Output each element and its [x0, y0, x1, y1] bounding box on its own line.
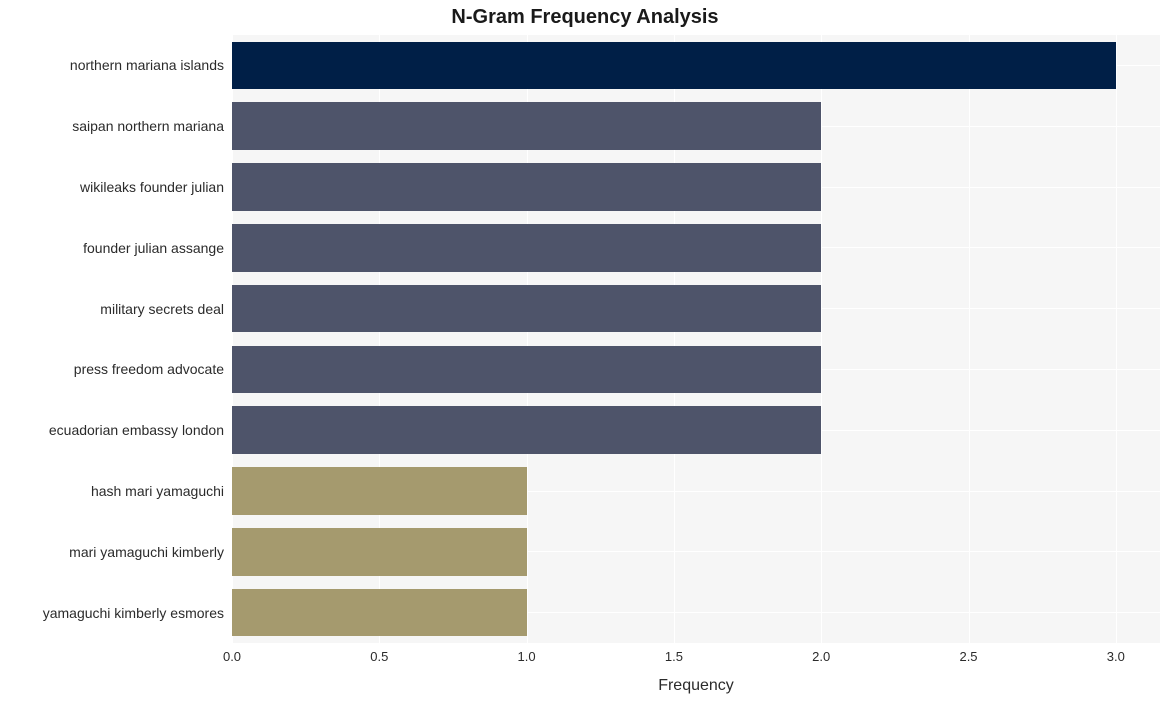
x-tick-label: 0.5 [370, 649, 388, 664]
bar-row: saipan northern mariana [232, 102, 1160, 149]
bar-row: hash mari yamaguchi [232, 467, 1160, 514]
bar [232, 467, 527, 514]
chart-title: N-Gram Frequency Analysis [0, 6, 1170, 29]
x-tick-label: 2.0 [812, 649, 830, 664]
bar [232, 224, 821, 271]
y-tick-label: mari yamaguchi kimberly [69, 544, 232, 560]
y-tick-label: military secrets deal [100, 301, 232, 317]
plot-area: Frequency 0.00.51.01.52.02.53.0northern … [232, 35, 1160, 643]
bar-row: military secrets deal [232, 285, 1160, 332]
bar [232, 528, 527, 575]
y-tick-label: saipan northern mariana [72, 118, 232, 134]
bar-row: mari yamaguchi kimberly [232, 528, 1160, 575]
y-tick-label: yamaguchi kimberly esmores [43, 605, 232, 621]
bar [232, 285, 821, 332]
y-tick-label: hash mari yamaguchi [91, 483, 232, 499]
bar [232, 102, 821, 149]
bar-row: northern mariana islands [232, 42, 1160, 89]
x-tick-label: 3.0 [1107, 649, 1125, 664]
bar [232, 42, 1116, 89]
bar [232, 163, 821, 210]
bar [232, 589, 527, 636]
x-tick-label: 2.5 [959, 649, 977, 664]
bar-row: press freedom advocate [232, 346, 1160, 393]
bar-row: yamaguchi kimberly esmores [232, 589, 1160, 636]
y-tick-label: ecuadorian embassy london [49, 422, 232, 438]
x-axis-label: Frequency [232, 677, 1160, 695]
ngram-chart: N-Gram Frequency Analysis Frequency 0.00… [0, 0, 1170, 701]
y-tick-label: northern mariana islands [70, 57, 232, 73]
bar-row: ecuadorian embassy london [232, 406, 1160, 453]
bar-row: founder julian assange [232, 224, 1160, 271]
y-tick-label: press freedom advocate [74, 361, 232, 377]
y-tick-label: wikileaks founder julian [80, 179, 232, 195]
bar [232, 406, 821, 453]
bar-row: wikileaks founder julian [232, 163, 1160, 210]
x-tick-label: 1.0 [518, 649, 536, 664]
x-tick-label: 0.0 [223, 649, 241, 664]
y-tick-label: founder julian assange [83, 240, 232, 256]
x-tick-label: 1.5 [665, 649, 683, 664]
bar [232, 346, 821, 393]
